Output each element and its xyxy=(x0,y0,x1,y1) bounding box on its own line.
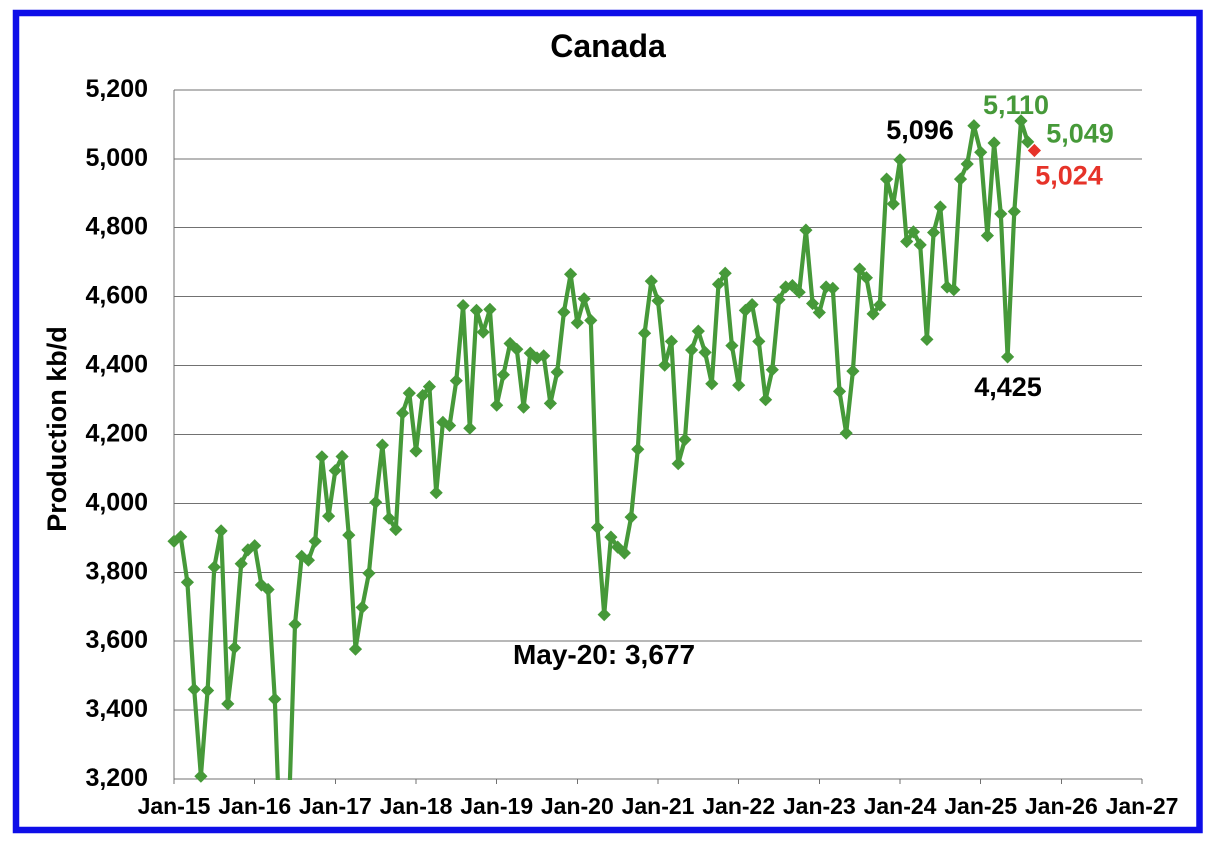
svg-text:Jan-22: Jan-22 xyxy=(702,793,775,819)
svg-text:Jan-21: Jan-21 xyxy=(622,793,695,819)
svg-text:3,600: 3,600 xyxy=(85,626,148,654)
svg-text:3,400: 3,400 xyxy=(85,695,148,723)
svg-text:Jan-19: Jan-19 xyxy=(460,793,533,819)
svg-text:Jan-27: Jan-27 xyxy=(1106,793,1179,819)
svg-text:4,400: 4,400 xyxy=(85,351,148,379)
svg-text:4,800: 4,800 xyxy=(85,213,148,241)
svg-text:Jan-16: Jan-16 xyxy=(218,793,291,819)
svg-text:Jan-23: Jan-23 xyxy=(783,793,856,819)
svg-text:Production kb/d: Production kb/d xyxy=(42,326,72,532)
svg-text:5,200: 5,200 xyxy=(85,75,148,103)
svg-text:5,049: 5,049 xyxy=(1046,119,1114,149)
svg-text:Jan-18: Jan-18 xyxy=(380,793,453,819)
svg-text:Jan-24: Jan-24 xyxy=(864,793,937,819)
svg-text:Jan-17: Jan-17 xyxy=(299,793,372,819)
svg-text:Jan-20: Jan-20 xyxy=(541,793,614,819)
svg-text:5,024: 5,024 xyxy=(1035,161,1103,191)
svg-text:5,096: 5,096 xyxy=(886,115,954,145)
svg-text:4,600: 4,600 xyxy=(85,282,148,310)
svg-text:May-20: 3,677: May-20: 3,677 xyxy=(513,639,695,670)
svg-text:3,800: 3,800 xyxy=(85,557,148,585)
svg-text:Jan-25: Jan-25 xyxy=(944,793,1017,819)
svg-text:Jan-15: Jan-15 xyxy=(138,793,211,819)
svg-text:5,000: 5,000 xyxy=(85,144,148,172)
svg-text:Canada: Canada xyxy=(550,28,666,64)
svg-text:4,200: 4,200 xyxy=(85,420,148,448)
svg-text:3,200: 3,200 xyxy=(85,764,148,792)
svg-text:5,110: 5,110 xyxy=(983,90,1049,120)
svg-text:4,425: 4,425 xyxy=(974,372,1042,402)
svg-text:4,000: 4,000 xyxy=(85,488,148,516)
svg-text:Jan-26: Jan-26 xyxy=(1025,793,1098,819)
